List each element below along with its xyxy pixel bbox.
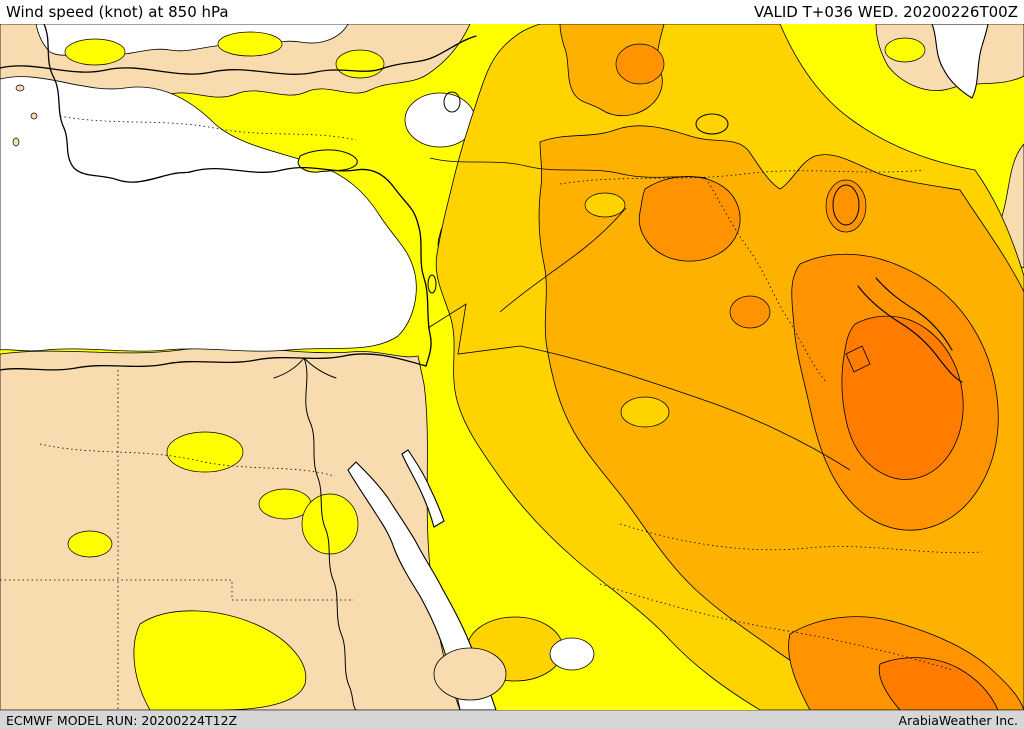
map-footer: ECMWF MODEL RUN: 20200224T12Z ArabiaWeat… (0, 710, 1024, 729)
aegean-island-3 (12, 137, 20, 147)
band-deep-orange-small (729, 295, 771, 329)
band-yellow-patch-egypt2 (67, 530, 113, 558)
map-header: Wind speed (knot) at 850 hPa VALID T+036… (0, 0, 1024, 24)
credit-label: ArabiaWeather Inc. (898, 712, 1018, 728)
red-sea (347, 461, 497, 710)
band-darkest-orange-gulf-core (841, 315, 964, 480)
band-deep-orange-nw-iraq (638, 176, 741, 262)
aegean-island-1 (15, 84, 25, 92)
band-yellow-patch-ne (884, 37, 926, 63)
border-turkey-syria (429, 157, 707, 179)
cyprus-island (297, 149, 358, 173)
coastline-levant-egypt (0, 166, 432, 371)
wind-map-canvas (0, 24, 1024, 710)
band-tan-bottom-patch (433, 647, 507, 701)
coastlines (0, 24, 963, 710)
band-darkest-orange-se-core (878, 657, 999, 710)
lake-urmia (832, 184, 860, 226)
contour-south-dotted (599, 583, 953, 671)
contour-egypt-dotted (39, 443, 335, 477)
coastline-aegean (43, 24, 191, 183)
coastline-black-sea (0, 35, 477, 75)
white-mediterranean (0, 76, 417, 352)
gulf-of-aqaba (401, 449, 445, 528)
border-syria-iraq (499, 207, 627, 313)
band-yellow-patch-nw3 (335, 49, 385, 79)
white-patch-south (549, 637, 595, 671)
caspian-sea (931, 24, 989, 99)
band-yellow-patch-sinai (301, 493, 359, 555)
gold-hole-north (584, 192, 626, 218)
dead-sea (427, 274, 437, 294)
borders-dotted (0, 115, 983, 710)
band-yellow-patch-egypt-south (133, 610, 307, 710)
map-area (0, 24, 1024, 710)
aegean-island-2 (30, 112, 38, 120)
borders-solid (427, 157, 871, 471)
nile-river (273, 357, 357, 710)
page-title: Wind speed (knot) at 850 hPa (6, 3, 229, 21)
band-deep-orange-top-core (615, 43, 665, 85)
lake-van (695, 113, 729, 135)
lake-tuz (443, 91, 461, 113)
band-yellow-patch-egypt1 (166, 431, 244, 473)
valid-time-label: VALID T+036 WED. 20200226T00Z (753, 3, 1018, 21)
band-deep-orange-urmia (825, 179, 867, 233)
persian-gulf-coast (857, 277, 963, 383)
band-yellow-patch-nw1 (64, 38, 126, 66)
band-yellow-patch-nw2 (217, 31, 283, 57)
wind-speed-bands (0, 24, 1024, 710)
border-jordan-saudi-iraq (427, 303, 851, 471)
model-run-label: ECMWF MODEL RUN: 20200224T12Z (6, 712, 238, 728)
border-kuwait (845, 345, 871, 373)
gold-hole-center (620, 396, 670, 428)
